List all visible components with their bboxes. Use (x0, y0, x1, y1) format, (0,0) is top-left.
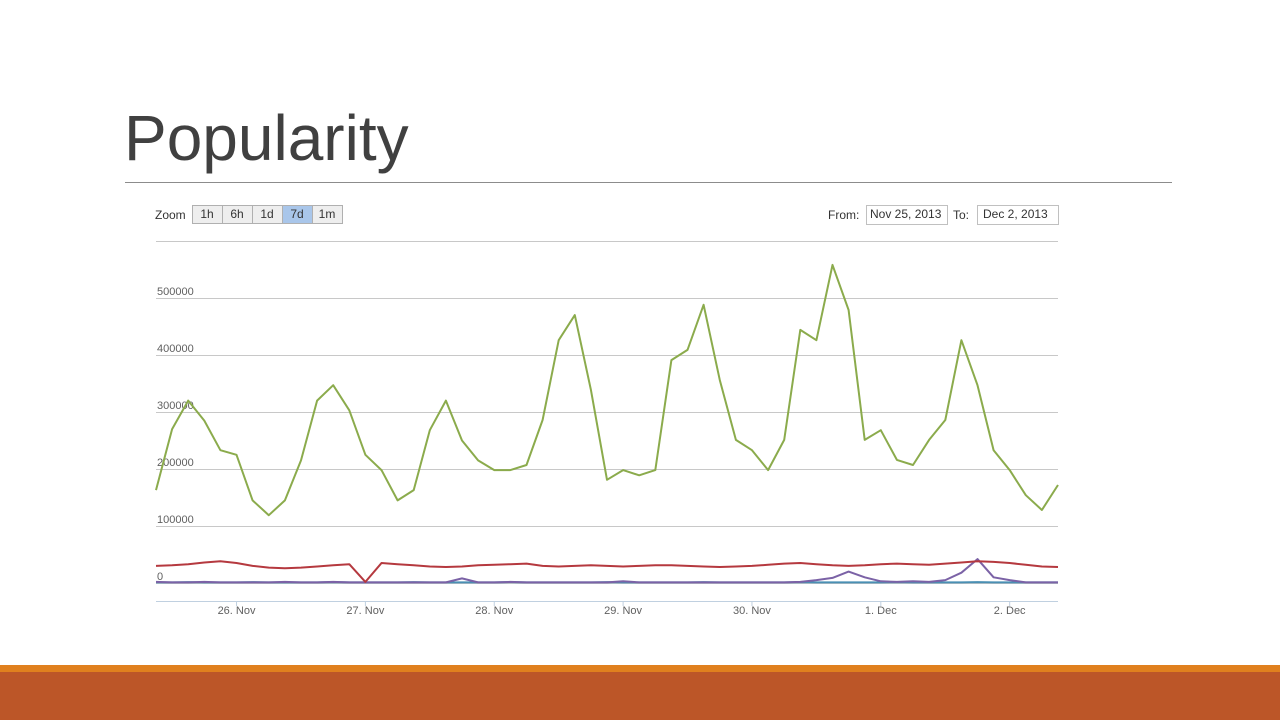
x-tick-label: 28. Nov (475, 605, 513, 617)
y-tick-label: 100000 (157, 514, 194, 526)
zoom-label: Zoom (155, 208, 186, 222)
zoom-button-label: 1h (200, 207, 213, 221)
zoom-button-label: 6h (230, 207, 243, 221)
series-line (156, 561, 1058, 582)
from-label: From: (828, 208, 859, 222)
x-tick-label: 1. Dec (865, 605, 897, 617)
series-line (156, 265, 1058, 515)
footer-stripe (0, 665, 1280, 672)
y-tick-label: 400000 (157, 343, 194, 355)
x-tick-label: 30. Nov (733, 605, 771, 617)
zoom-button-label: 1m (319, 207, 336, 221)
zoom-button-label: 1d (260, 207, 273, 221)
x-tick-label: 26. Nov (218, 605, 256, 617)
series-line (156, 559, 1058, 582)
from-value: Nov 25, 2013 (870, 207, 942, 221)
to-value: Dec 2, 2013 (983, 207, 1048, 221)
x-tick-label: 29. Nov (604, 605, 642, 617)
x-tick-label: 27. Nov (346, 605, 384, 617)
y-tick-label: 500000 (157, 286, 194, 298)
x-tick-label: 2. Dec (994, 605, 1026, 617)
footer-bar (0, 672, 1280, 720)
slide-title: Popularity (124, 102, 409, 174)
range-selector: Zoom From: Nov 25, 2013 To: Dec 2, 2013 … (155, 206, 1059, 225)
zoom-button-label: 7d (290, 207, 303, 221)
to-label: To: (953, 208, 969, 222)
